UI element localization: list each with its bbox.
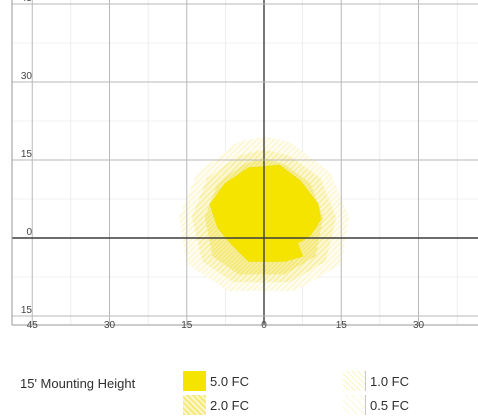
legend-swatch-5-fc bbox=[183, 371, 206, 391]
y-tick-label: 15 bbox=[21, 149, 33, 160]
x-tick-label: 30 bbox=[413, 320, 425, 331]
y-tick-label: 45 bbox=[21, 0, 33, 4]
legend-label-1-fc: 1.0 FC bbox=[370, 373, 410, 389]
isofootcandle-plot: 45 30 15 0 15 45 30 15 0 15 30 bbox=[11, 0, 478, 331]
legend-swatch-2-fc bbox=[183, 395, 206, 415]
x-tick-label: 15 bbox=[181, 320, 193, 331]
x-tick-label: 0 bbox=[261, 320, 267, 331]
tick-labels: 45 30 15 0 15 45 30 15 0 15 30 bbox=[21, 0, 425, 331]
isofootcandle-chart: 45 30 15 0 15 45 30 15 0 15 30 bbox=[11, 0, 478, 331]
legend-item-1-fc: 1.0 FC bbox=[343, 370, 409, 392]
legend-item-05-fc: 0.5 FC bbox=[343, 394, 409, 416]
major-gridlines bbox=[11, 0, 478, 326]
legend-swatch-1-fc bbox=[343, 371, 366, 391]
legend-item-2-fc: 2.0 FC bbox=[183, 394, 249, 416]
y-tick-label: 15 bbox=[21, 305, 33, 316]
legend-item-5-fc: 5.0 FC bbox=[183, 370, 249, 392]
x-tick-label: 15 bbox=[336, 320, 348, 331]
x-tick-label: 45 bbox=[27, 320, 39, 331]
legend-title: 15' Mounting Height bbox=[20, 376, 136, 391]
y-tick-label: 0 bbox=[26, 227, 32, 238]
y-tick-label: 30 bbox=[21, 71, 33, 82]
legend-swatch-05-fc bbox=[343, 395, 366, 415]
legend-label-2-fc: 2.0 FC bbox=[210, 397, 250, 413]
legend: 15' Mounting Height 5.0 FC 2.0 FC 1.0 FC… bbox=[0, 360, 478, 418]
legend-label-5-fc: 5.0 FC bbox=[210, 373, 250, 389]
x-tick-label: 30 bbox=[104, 320, 116, 331]
legend-label-05-fc: 0.5 FC bbox=[370, 397, 410, 413]
